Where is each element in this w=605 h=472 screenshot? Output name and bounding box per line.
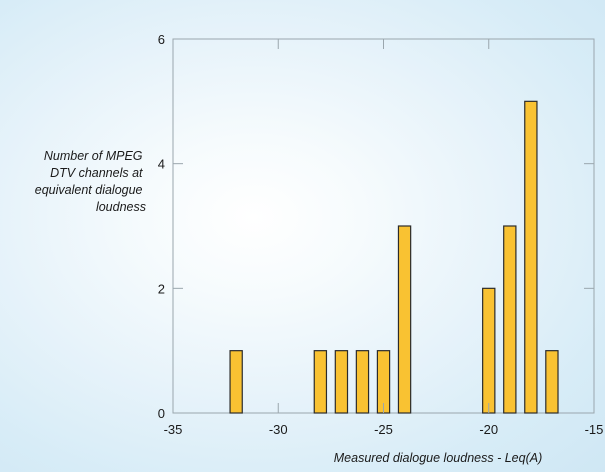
y-axis-label-line-3: equivalent dialogue — [35, 183, 143, 197]
bar — [355, 350, 370, 414]
bar — [229, 350, 243, 414]
bar — [524, 100, 538, 414]
y-axis-label: Number of MPEG DTV channels at equivalen… — [35, 149, 146, 214]
x-tick-label: -20 — [479, 422, 498, 437]
bar — [313, 350, 328, 414]
y-tick-label: 6 — [158, 32, 165, 47]
bar — [482, 287, 496, 414]
x-axis-label: Measured dialogue loudness - Leq(A) — [334, 451, 542, 465]
y-tick-label: 4 — [158, 157, 165, 172]
x-tick-label: -35 — [164, 422, 183, 437]
ticks-group: -35 -30 -25 -20 -15 0 2 4 6 — [158, 32, 604, 437]
x-tick-label: -15 — [585, 422, 604, 437]
y-tick-label: 2 — [158, 281, 165, 296]
bar — [334, 350, 349, 414]
bar — [397, 225, 412, 414]
bars-group — [229, 100, 559, 414]
x-tick-label: -30 — [269, 422, 288, 437]
y-axis-label-line-4: loudness — [96, 200, 146, 214]
bar — [545, 350, 559, 414]
y-axis-label-line-2: DTV channels at — [50, 166, 143, 180]
y-axis-label-line-1: Number of MPEG — [44, 149, 143, 163]
bar — [503, 225, 517, 414]
x-tick-label: -25 — [374, 422, 393, 437]
y-tick-label: 0 — [158, 406, 165, 421]
